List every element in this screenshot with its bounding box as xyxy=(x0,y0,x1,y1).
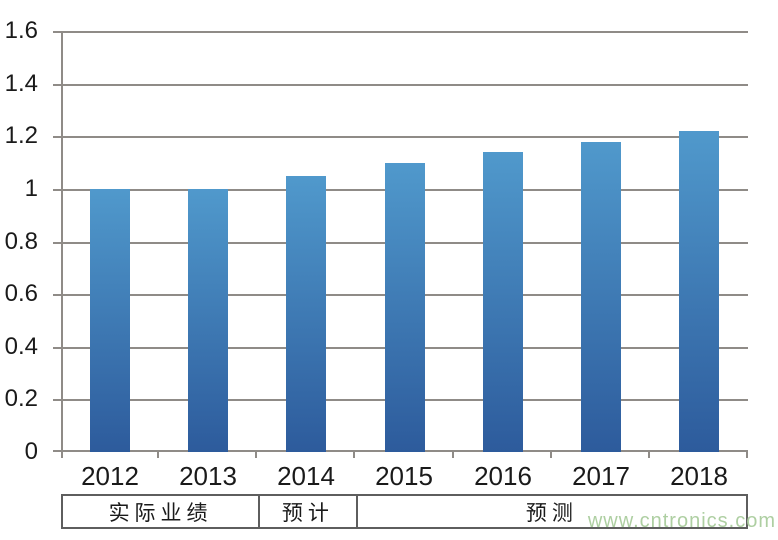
x-axis-label: 2013 xyxy=(179,461,237,491)
y-axis-tick-label: 1 xyxy=(24,175,38,202)
x-axis-tick xyxy=(157,452,159,458)
x-axis-tick xyxy=(648,452,650,458)
x-axis-label: 2016 xyxy=(474,461,532,491)
phase-table: 实际业绩 预计 预测 xyxy=(61,494,748,529)
phase-cell: 预计 xyxy=(258,496,356,527)
y-axis-tick-label: 0.8 xyxy=(4,228,38,255)
x-axis-label: 2015 xyxy=(375,461,433,491)
phase-cell: 实际业绩 xyxy=(108,501,213,525)
gridline xyxy=(53,31,748,33)
y-axis-tick-label: 0.4 xyxy=(4,333,38,360)
bar-2012 xyxy=(90,189,130,452)
bar-2014 xyxy=(286,176,326,452)
bar-2013 xyxy=(188,189,228,452)
y-axis-tick-label: 0.6 xyxy=(4,280,38,307)
gridline xyxy=(53,84,748,86)
x-axis-label: 2012 xyxy=(81,461,139,491)
x-axis-label: 2014 xyxy=(277,461,335,491)
gridline xyxy=(53,136,748,138)
x-axis-tick xyxy=(550,452,552,458)
y-axis-line xyxy=(61,31,63,458)
bar-2015 xyxy=(385,163,425,452)
x-axis-tick xyxy=(255,452,257,458)
plot-area xyxy=(53,31,748,458)
x-axis-tick xyxy=(353,452,355,458)
bar-2016 xyxy=(483,152,523,452)
y-axis-tick-label: 0.2 xyxy=(4,385,38,412)
y-axis-tick-label: 1.6 xyxy=(4,17,38,44)
x-axis-label: 2017 xyxy=(572,461,630,491)
y-axis-tick-label: 1.2 xyxy=(4,122,38,149)
x-axis-tick xyxy=(452,452,454,458)
bar-2018 xyxy=(679,131,719,452)
x-axis-label: 2018 xyxy=(670,461,728,491)
y-axis-tick-label: 1.4 xyxy=(4,70,38,97)
x-axis-tick xyxy=(746,452,748,458)
phase-cell: 预测 xyxy=(355,496,746,527)
watermark: www.cntronics.com xyxy=(587,510,776,532)
bar-2017 xyxy=(581,142,621,452)
y-axis-tick-label: 0 xyxy=(24,438,38,465)
